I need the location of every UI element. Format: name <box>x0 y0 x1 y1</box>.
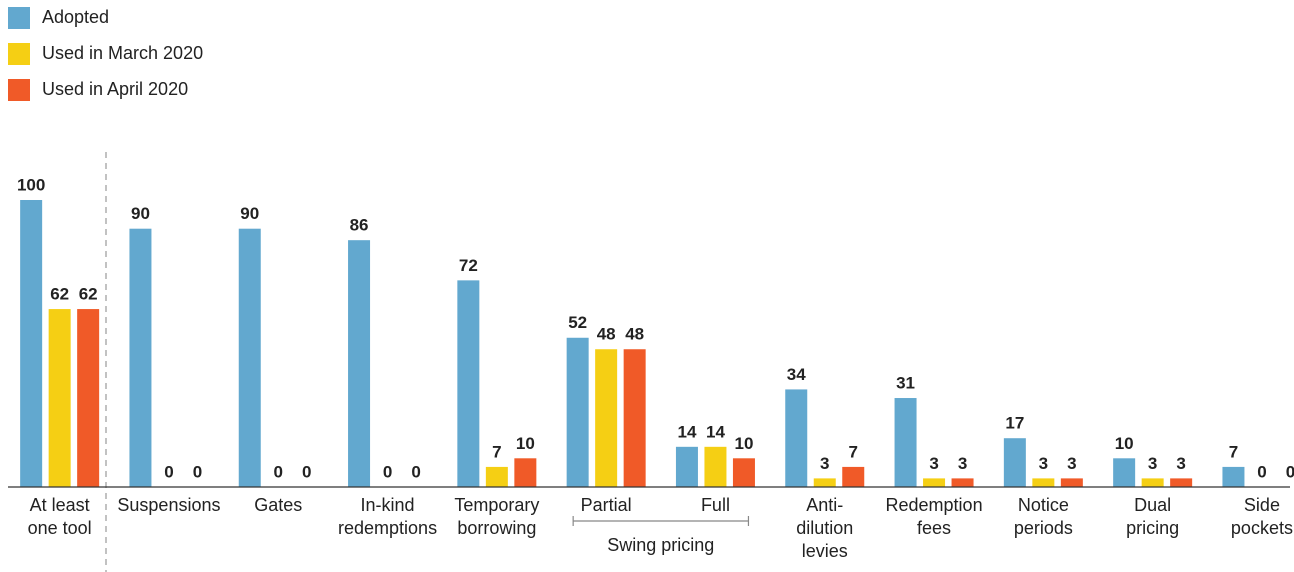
data-label: 0 <box>383 462 392 481</box>
data-label: 86 <box>350 216 369 235</box>
data-label: 48 <box>625 325 644 344</box>
bar <box>1113 458 1136 487</box>
x-tick-label: Full <box>701 495 730 515</box>
bar <box>485 466 508 487</box>
x-tick-label: In-kind redemptions <box>338 495 437 538</box>
data-label: 14 <box>677 422 696 441</box>
bar <box>1141 478 1164 487</box>
data-label: 3 <box>1148 454 1157 473</box>
data-label: 0 <box>193 462 202 481</box>
data-label: 62 <box>79 285 98 304</box>
bar <box>238 228 261 487</box>
data-label: 0 <box>1286 462 1294 481</box>
bar <box>20 200 43 487</box>
bar <box>129 228 152 487</box>
legend-swatch <box>8 79 30 101</box>
x-tick-label: Gates <box>254 495 302 515</box>
bar <box>457 280 480 487</box>
bar <box>785 389 808 487</box>
x-tick-label: Notice periods <box>1014 495 1073 538</box>
data-label: 3 <box>1039 454 1048 473</box>
data-label: 62 <box>50 285 69 304</box>
bar <box>1222 466 1245 487</box>
data-label: 3 <box>929 454 938 473</box>
data-label: 48 <box>597 325 616 344</box>
data-label: 0 <box>164 462 173 481</box>
x-tick-label: Dual pricing <box>1126 495 1179 538</box>
bar <box>675 446 698 487</box>
bar <box>842 466 865 487</box>
data-label: 7 <box>849 442 858 461</box>
data-label: 3 <box>1067 454 1076 473</box>
data-label: 90 <box>131 204 150 223</box>
x-tick-label: Partial <box>581 495 632 515</box>
data-label: 0 <box>302 462 311 481</box>
data-label: 17 <box>1005 414 1024 433</box>
data-label: 10 <box>1115 434 1134 453</box>
data-label: 3 <box>820 454 829 473</box>
data-label: 14 <box>706 422 725 441</box>
data-label: 100 <box>17 175 45 194</box>
data-label: 10 <box>516 434 535 453</box>
bar <box>348 240 371 487</box>
bar <box>1060 478 1083 487</box>
data-label: 0 <box>274 462 283 481</box>
legend-label: Used in April 2020 <box>42 79 188 99</box>
x-tick-label: Anti-dilution levies <box>796 495 853 561</box>
bar <box>595 349 618 487</box>
bar <box>623 349 646 487</box>
bar <box>813 478 836 487</box>
data-label: 0 <box>1257 462 1266 481</box>
data-label: 90 <box>240 204 259 223</box>
bar <box>1032 478 1055 487</box>
legend-label: Used in March 2020 <box>42 43 203 63</box>
x-tick-label: At least one tool <box>28 495 92 538</box>
data-label: 31 <box>896 374 915 393</box>
bar <box>566 337 589 487</box>
bar <box>704 446 727 487</box>
x-tick-label: Temporary borrowing <box>454 495 539 538</box>
bar <box>951 478 974 487</box>
bar <box>1003 438 1026 487</box>
bar <box>77 309 100 487</box>
data-label: 7 <box>492 442 501 461</box>
bar <box>48 309 71 487</box>
bar <box>1170 478 1193 487</box>
bar <box>923 478 946 487</box>
x-tick-label: Redemption fees <box>886 495 983 538</box>
data-label: 34 <box>787 365 806 384</box>
group-label: Swing pricing <box>607 535 714 555</box>
data-label: 3 <box>1176 454 1185 473</box>
x-tick-label: Suspensions <box>117 495 220 515</box>
bar <box>894 398 917 487</box>
legend-label: Adopted <box>42 7 109 27</box>
legend-swatch <box>8 7 30 29</box>
data-label: 3 <box>958 454 967 473</box>
x-tick-label: Side pockets <box>1231 495 1293 538</box>
bar <box>732 458 755 487</box>
data-label: 10 <box>734 434 753 453</box>
legend-swatch <box>8 43 30 65</box>
data-label: 72 <box>459 256 478 275</box>
data-label: 7 <box>1229 442 1238 461</box>
data-label: 0 <box>411 462 420 481</box>
bar <box>514 458 537 487</box>
data-label: 52 <box>568 313 587 332</box>
